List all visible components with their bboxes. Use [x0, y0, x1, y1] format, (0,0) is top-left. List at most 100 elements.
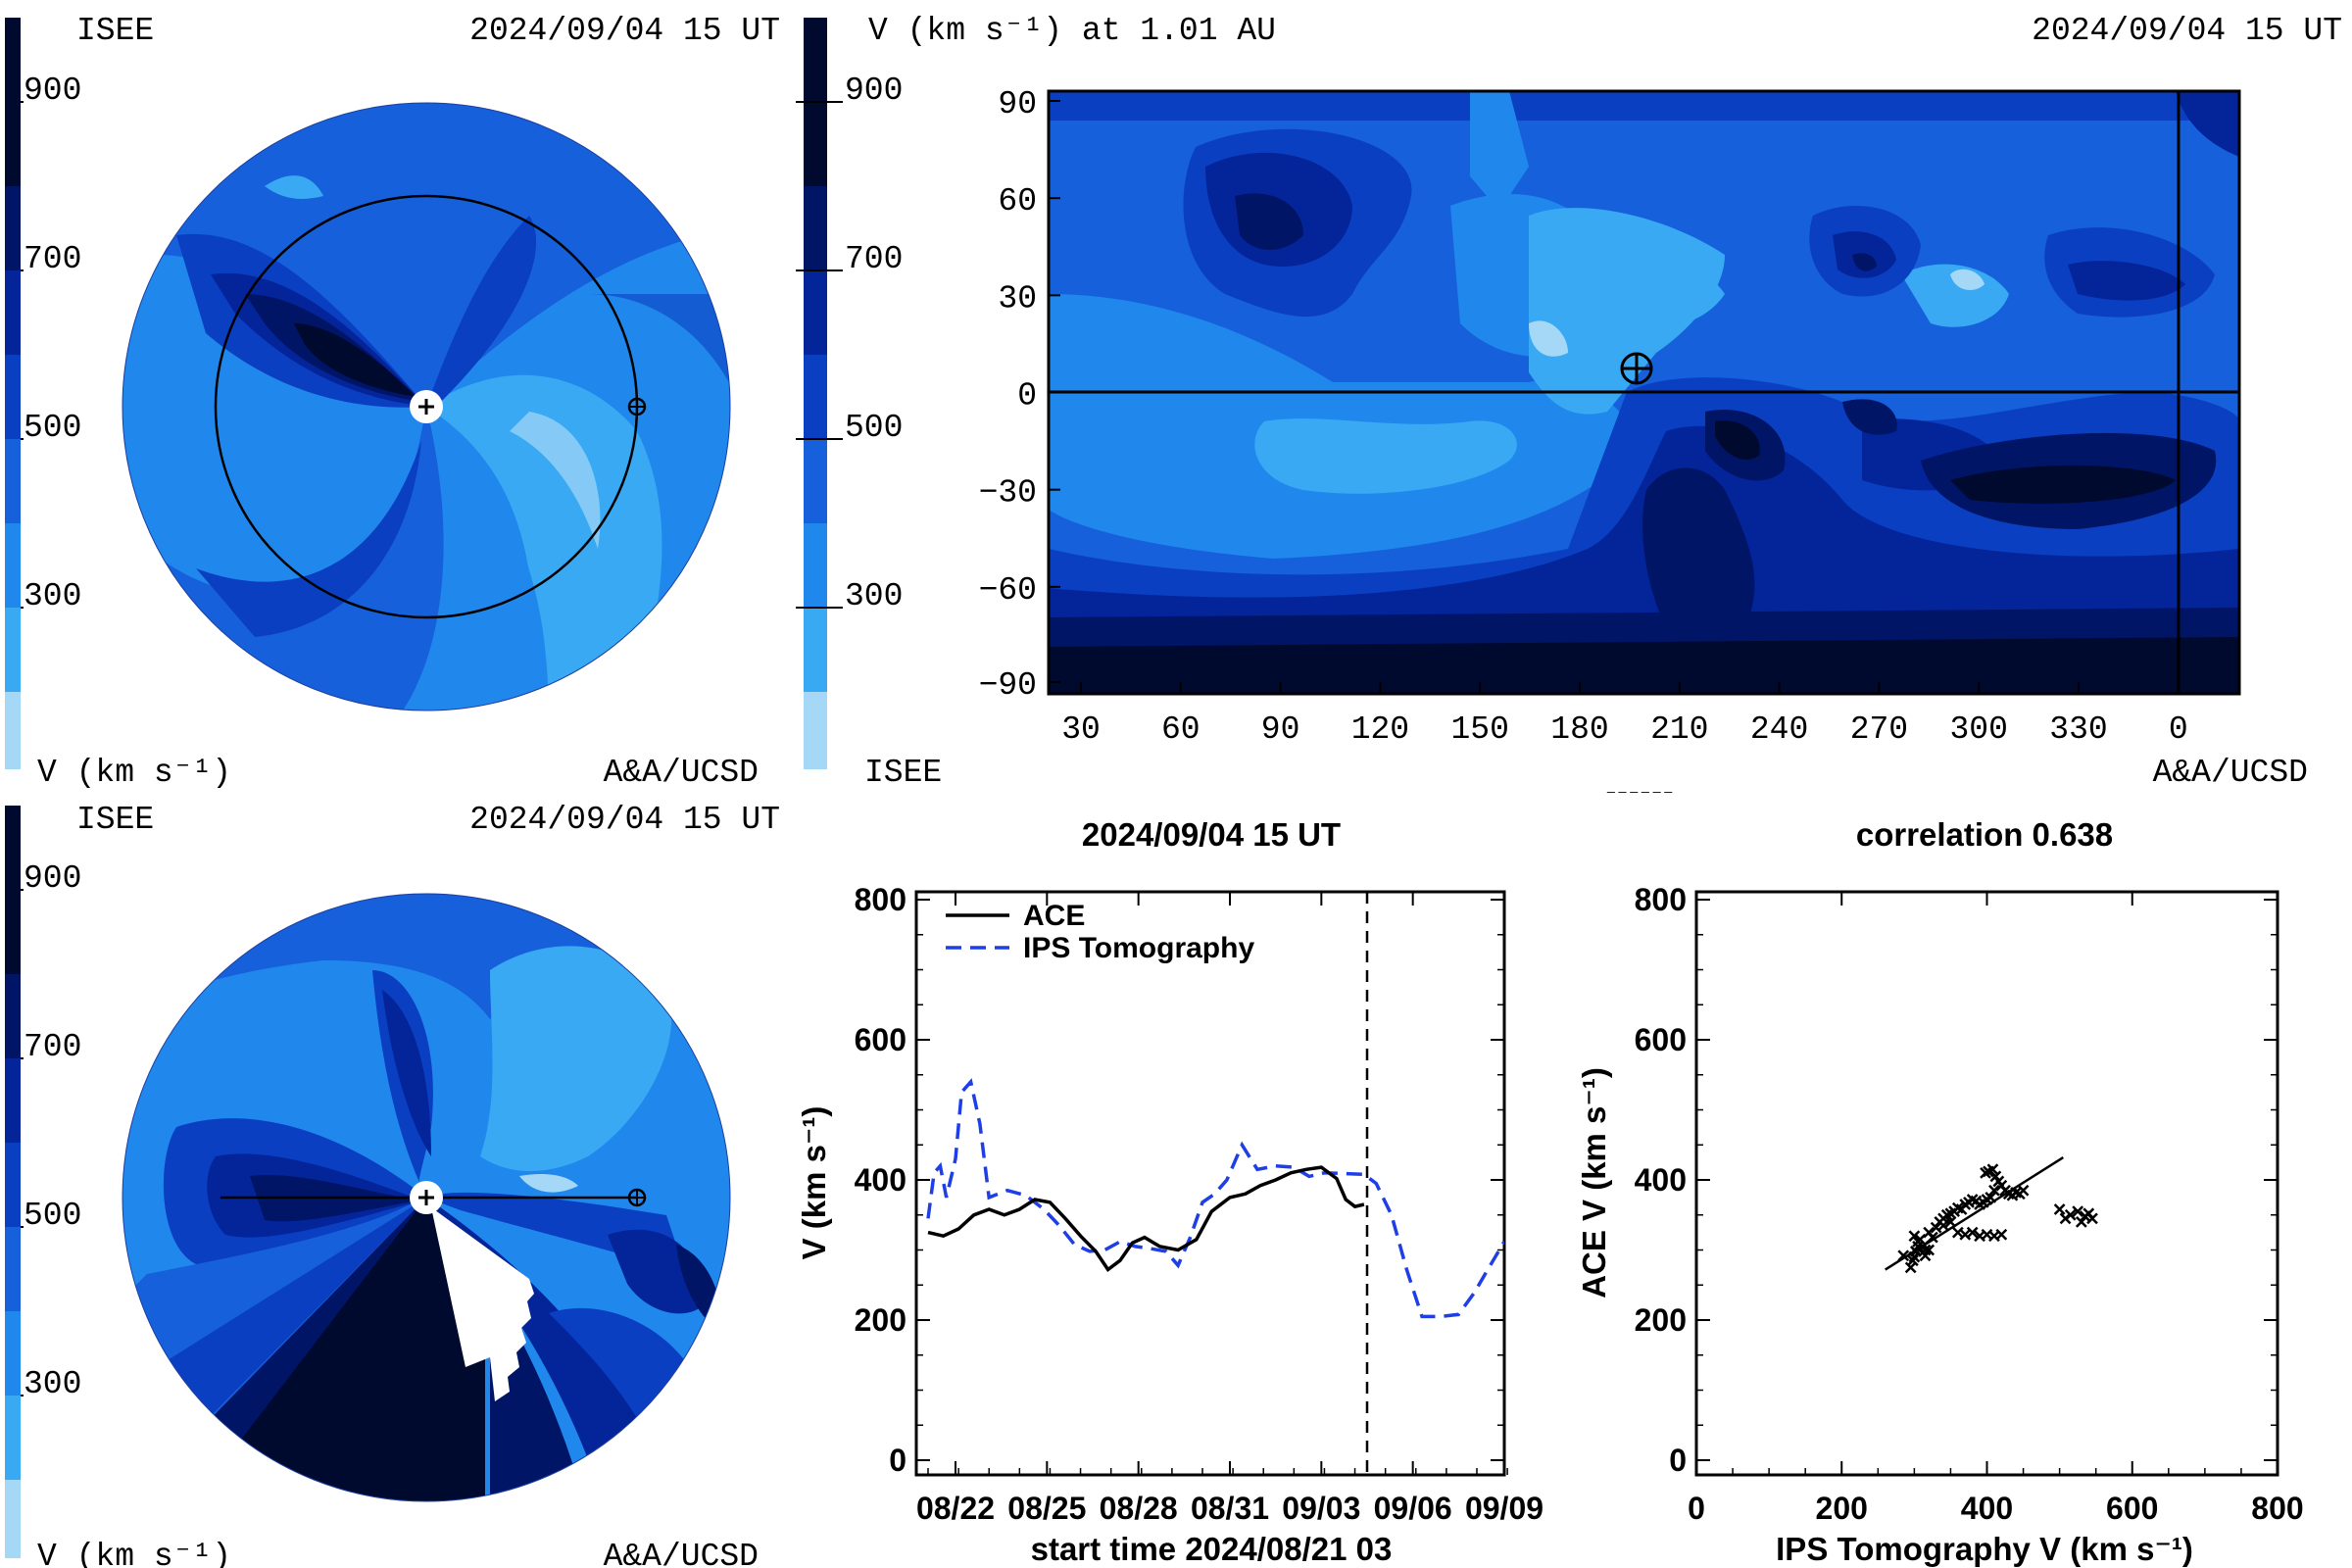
- scatter-point: [1988, 1184, 2000, 1197]
- map-x-tick-label: 240: [1750, 711, 1808, 748]
- sun-icon: [410, 390, 443, 423]
- map-earth-icon: [1620, 352, 1653, 385]
- sc-x-tick-label: 200: [1816, 1491, 1868, 1526]
- ts-x-tick-label: 09/03: [1282, 1491, 1360, 1526]
- map-x-tick-label: 270: [1850, 711, 1908, 748]
- top-left-source-label: ISEE: [76, 13, 154, 49]
- map-x-tick-label: 150: [1450, 711, 1508, 748]
- ts-y-tick-label: 400: [855, 1162, 906, 1198]
- ts-y-tick-label: 200: [855, 1302, 906, 1338]
- ts-x-tick-label: 09/09: [1465, 1491, 1544, 1526]
- sc-y-tick-label: 400: [1635, 1162, 1687, 1198]
- ts-y-tick-label: 0: [889, 1443, 906, 1478]
- sc-x-tick-label: 600: [2106, 1491, 2158, 1526]
- timeseries-axes: 0 200 400 600 800 08/22 08/25 08/28 08/31 09/03 09…: [855, 882, 1544, 1526]
- sc-y-tick-label: 600: [1635, 1022, 1687, 1057]
- ts-x-tick-label: 08/22: [916, 1491, 995, 1526]
- scatter-point: [1937, 1219, 1949, 1232]
- timeseries-frame: [914, 890, 1506, 1477]
- scatter-point: [1923, 1244, 1936, 1256]
- colorbar2-tick-900: 900: [845, 73, 903, 109]
- colorbar-tick-700: 700: [24, 241, 81, 277]
- bottom-left-credit: A&A/UCSD: [604, 1539, 759, 1568]
- map-x-tick-label: 210: [1650, 711, 1708, 748]
- scatter-points: [1897, 1163, 2098, 1274]
- ts-y-tick-label: 600: [855, 1022, 906, 1057]
- scatter-point: [1944, 1216, 1957, 1228]
- map-x-tick-label: 60: [1161, 711, 1200, 748]
- series-ace-line: [927, 1165, 1365, 1273]
- map-y-tick-label: 90: [998, 86, 1037, 122]
- sc-y-tick-label: 800: [1635, 882, 1687, 917]
- map-x-tick-label: 30: [1061, 711, 1101, 748]
- colorbar3-tick-300: 300: [24, 1366, 81, 1402]
- legend-ips-label: IPS Tomography: [1023, 932, 1254, 964]
- map-y-tick-label: −30: [979, 475, 1037, 512]
- timeseries-legend: ACE IPS Tomography: [946, 900, 1254, 964]
- bottom-left-source-label: ISEE: [76, 802, 154, 838]
- map-credit: A&A/UCSD: [2153, 755, 2308, 791]
- legend-ace-label: ACE: [1023, 900, 1085, 932]
- ts-y-tick-label: 800: [855, 882, 906, 917]
- colorbar3-tick-500: 500: [24, 1198, 81, 1234]
- map-title: V (km s⁻¹) at 1.01 AU: [868, 13, 1276, 49]
- scatter-point: [1923, 1226, 1936, 1239]
- scatter-frame: [1694, 890, 2279, 1477]
- map-x-axis: 30 60 90 120 150 180 210 240 270 300 330 0: [1061, 682, 2188, 748]
- bl-sun-icon: [410, 1181, 443, 1214]
- ts-x-tick-label: 09/06: [1374, 1491, 1452, 1526]
- map-faint-mark: _ _ _ _ _ _: [1606, 777, 1672, 793]
- scatter-point: [2072, 1205, 2084, 1218]
- panel-timeseries: 2024/09/04 15 UT 0 200 400 600 800 08/22 08/25…: [796, 816, 1544, 1567]
- map-x-tick-label: 120: [1351, 711, 1409, 748]
- bottom-left-unit-label: V (km s⁻¹): [37, 1539, 231, 1568]
- scatter-ylabel: ACE V (km s⁻¹): [1576, 1067, 1612, 1298]
- sc-x-tick-label: 400: [1961, 1491, 2013, 1526]
- sc-y-tick-label: 200: [1635, 1302, 1687, 1338]
- panel-top-right-synoptic-map: V (km s⁻¹) at 1.01 AU 2024/09/04 15 UT I…: [864, 13, 2342, 793]
- timeseries-ylabel: V (km s⁻¹): [796, 1106, 832, 1260]
- colorbar3-tick-700: 700: [24, 1029, 81, 1065]
- scatter-point: [2086, 1212, 2098, 1225]
- scatter-axes: 0 200 400 600 800 0 200 400 600 800: [1635, 882, 2304, 1526]
- ts-x-tick-label: 08/25: [1007, 1491, 1086, 1526]
- scatter-point: [1984, 1191, 1997, 1203]
- scatter-point: [1995, 1228, 2008, 1241]
- map-x-tick-label: 0: [2169, 711, 2188, 748]
- top-left-unit-label: V (km s⁻¹): [37, 755, 231, 791]
- colorbar2-tick-700: 700: [845, 241, 903, 277]
- map-y-tick-label: 60: [998, 183, 1037, 220]
- scatter-title: correlation 0.638: [1856, 816, 2113, 853]
- map-x-tick-label: 330: [2049, 711, 2107, 748]
- top-left-credit: A&A/UCSD: [604, 755, 759, 791]
- sc-x-tick-label: 0: [1688, 1491, 1705, 1526]
- bottom-left-date: 2024/09/04 15 UT: [469, 802, 780, 838]
- colorbar2-tick-300: 300: [845, 578, 903, 614]
- scatter-point: [2053, 1203, 2066, 1215]
- sc-x-tick-label: 800: [2251, 1491, 2303, 1526]
- scatter-point: [2064, 1208, 2077, 1221]
- scatter-point: [2017, 1184, 2030, 1197]
- colorbar-tick-900: 900: [24, 73, 81, 109]
- earth-icon: [627, 397, 647, 416]
- scatter-xlabel: IPS Tomography V (km s⁻¹): [1776, 1531, 2193, 1567]
- panel-bottom-left-meridional-view: ISEE 2024/09/04 15 UT V (km s⁻¹) A&A/UCS…: [37, 802, 780, 1568]
- ts-x-tick-label: 08/31: [1191, 1491, 1269, 1526]
- map-y-axis: 90 60 30 0 −30 −60 −90: [979, 86, 1060, 704]
- timeseries-xlabel: start time 2024/08/21 03: [1031, 1531, 1393, 1567]
- scatter-point: [1986, 1163, 1999, 1176]
- panel-scatter: correlation 0.638 0 200 400 600 800 0 200 400 60…: [1576, 816, 2304, 1567]
- top-left-date: 2024/09/04 15 UT: [469, 13, 780, 49]
- scatter-point: [1897, 1250, 1910, 1262]
- timeseries-title: 2024/09/04 15 UT: [1082, 816, 1341, 853]
- map-date: 2024/09/04 15 UT: [2032, 13, 2342, 49]
- colorbar-left-top: 900 700 500 300: [5, 18, 81, 769]
- ts-x-tick-label: 08/28: [1100, 1491, 1178, 1526]
- map-y-tick-label: 0: [1017, 378, 1037, 415]
- colorbar-left-bottom: 900 700 500 300: [5, 806, 81, 1558]
- scatter-point: [1908, 1230, 1921, 1243]
- bl-earth-icon: [627, 1188, 647, 1207]
- map-x-tick-label: 180: [1550, 711, 1608, 748]
- map-y-tick-label: 30: [998, 280, 1037, 317]
